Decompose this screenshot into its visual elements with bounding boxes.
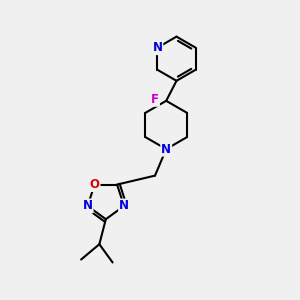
Text: N: N: [119, 200, 129, 212]
Text: N: N: [82, 200, 93, 212]
Text: F: F: [151, 93, 159, 106]
Text: O: O: [90, 178, 100, 191]
Text: N: N: [152, 41, 162, 54]
Text: N: N: [161, 142, 171, 156]
